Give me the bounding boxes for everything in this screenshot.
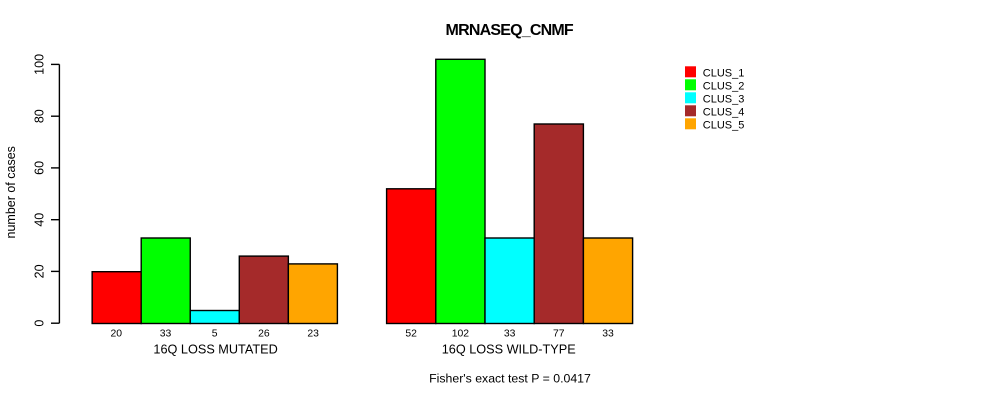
svg-text:16Q LOSS WILD-TYPE: 16Q LOSS WILD-TYPE (442, 343, 576, 357)
svg-text:26: 26 (258, 328, 270, 339)
svg-text:23: 23 (307, 328, 319, 339)
svg-text:CLUS_3: CLUS_3 (703, 93, 745, 105)
svg-text:5: 5 (212, 328, 218, 339)
svg-text:33: 33 (602, 328, 614, 339)
svg-text:33: 33 (160, 328, 172, 339)
svg-text:20: 20 (111, 328, 123, 339)
svg-text:CLUS_5: CLUS_5 (703, 119, 745, 131)
svg-text:CLUS_1: CLUS_1 (703, 67, 745, 79)
svg-text:MRNASEQ_CNMF: MRNASEQ_CNMF (446, 22, 574, 39)
svg-text:60: 60 (33, 161, 47, 175)
svg-text:100: 100 (33, 54, 47, 75)
svg-text:CLUS_2: CLUS_2 (703, 80, 745, 92)
svg-text:16Q LOSS MUTATED: 16Q LOSS MUTATED (153, 343, 277, 357)
svg-text:20: 20 (33, 264, 47, 278)
svg-text:Fisher's exact test P = 0.0417: Fisher's exact test P = 0.0417 (429, 372, 591, 386)
svg-text:number of cases: number of cases (4, 146, 18, 238)
svg-text:102: 102 (452, 328, 470, 339)
svg-text:40: 40 (33, 213, 47, 227)
svg-text:77: 77 (553, 328, 565, 339)
svg-text:52: 52 (405, 328, 417, 339)
svg-text:33: 33 (504, 328, 516, 339)
svg-text:80: 80 (33, 109, 47, 123)
svg-text:CLUS_4: CLUS_4 (703, 106, 745, 118)
svg-text:0: 0 (33, 320, 47, 327)
